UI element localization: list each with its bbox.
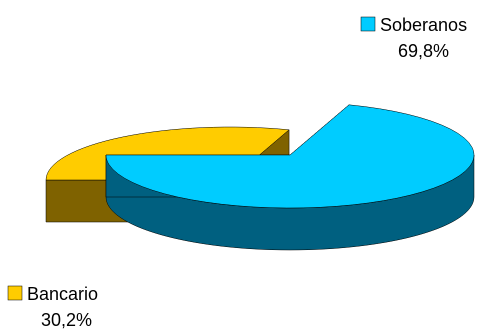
label-bancario-name: Bancario (27, 284, 98, 304)
label-soberanos-value: 69,8% (398, 41, 449, 61)
slice-soberanos (105, 104, 475, 251)
label-soberanos-name: Soberanos (380, 15, 467, 35)
legend-swatch-soberanos (360, 16, 376, 32)
label-soberanos: Soberanos 69,8% (360, 15, 467, 61)
legend-swatch-bancario (7, 285, 23, 301)
slice-soberanos-top (105, 104, 475, 209)
label-bancario-value: 30,2% (41, 310, 92, 329)
label-bancario: Bancario 30,2% (7, 284, 98, 329)
